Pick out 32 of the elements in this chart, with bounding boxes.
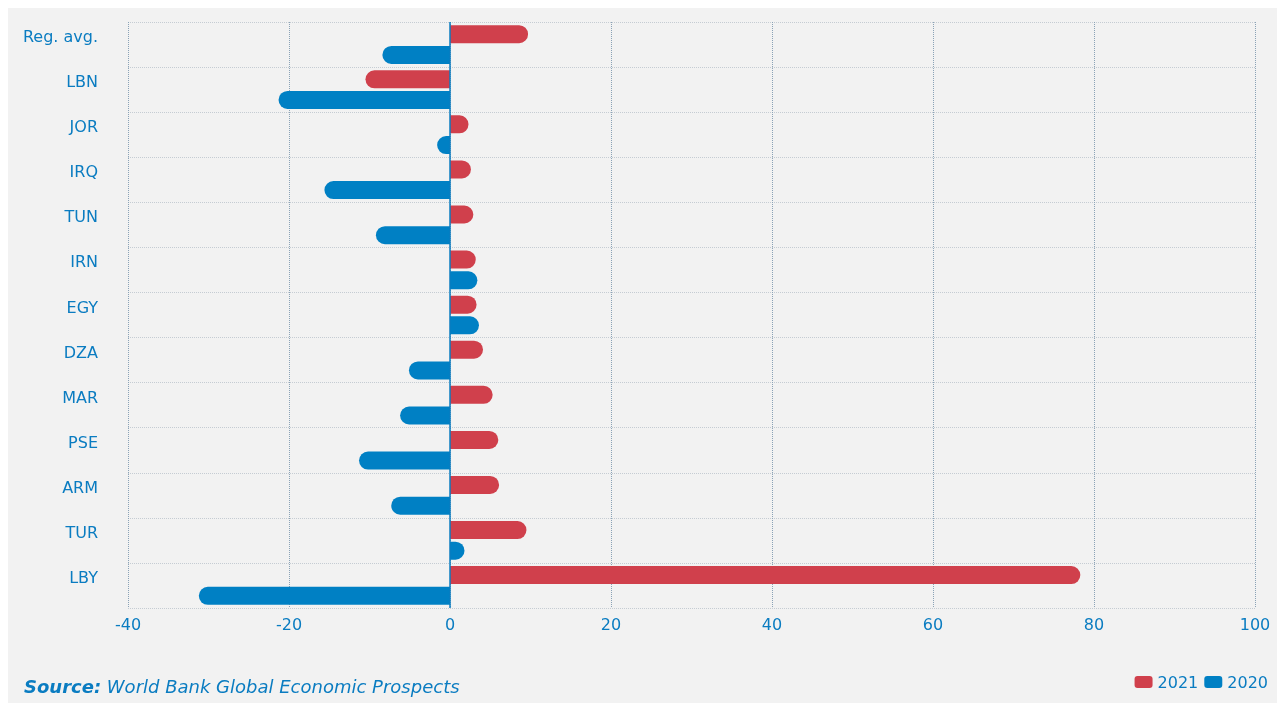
- x-tick-label: 80: [1083, 614, 1105, 634]
- x-tick-label: -40: [114, 614, 142, 634]
- y-tick-label: DZA: [63, 342, 99, 362]
- bar: [450, 566, 1081, 585]
- x-tick-label: -20: [275, 614, 303, 634]
- y-tick-label: PSE: [68, 432, 98, 452]
- x-tick-label: 0: [444, 614, 456, 634]
- y-tick-label: JOR: [68, 117, 98, 137]
- y-tick-label: TUR: [64, 522, 98, 542]
- y-tick-label: IRN: [70, 252, 98, 272]
- bar: [450, 340, 484, 359]
- bar: [450, 475, 500, 494]
- x-tick-label: 100: [1239, 614, 1271, 634]
- y-tick-label: ARM: [62, 477, 98, 497]
- bar: [365, 70, 450, 89]
- y-tick-label: LBY: [69, 567, 99, 587]
- bar: [450, 25, 529, 44]
- bar: [450, 430, 499, 449]
- x-tick-label: 40: [761, 614, 783, 634]
- x-tick-label: 20: [600, 614, 622, 634]
- bar: [450, 521, 527, 540]
- y-tick-label: Reg. avg.: [22, 27, 98, 47]
- bar: [450, 385, 493, 404]
- y-tick-label: MAR: [62, 387, 98, 407]
- y-tick-label: LBN: [66, 72, 98, 92]
- y-tick-label: EGY: [66, 297, 99, 317]
- y-tick-label: IRQ: [69, 162, 98, 182]
- source-note: Source: World Bank Global Economic Prospects: [24, 675, 460, 697]
- x-tick-label: 60: [922, 614, 944, 634]
- legend-label: 2021: [1157, 672, 1199, 692]
- y-tick-label: TUN: [63, 207, 98, 227]
- legend-label: 2020: [1227, 672, 1268, 692]
